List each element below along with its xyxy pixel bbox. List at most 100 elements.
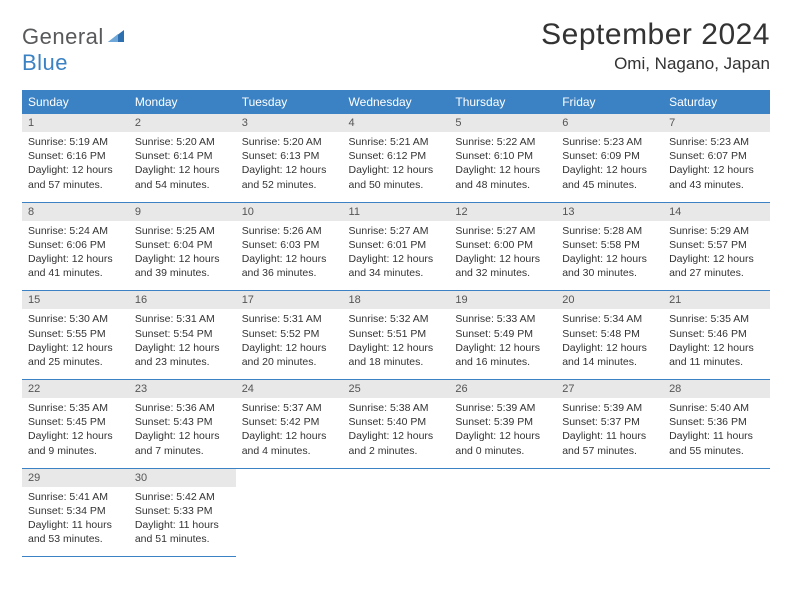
day-info: Sunrise: 5:25 AMSunset: 6:04 PMDaylight:…: [129, 221, 236, 291]
day-number: 12: [449, 202, 556, 221]
daylight: Daylight: 12 hours and 0 minutes.: [455, 429, 550, 457]
daylight: Daylight: 12 hours and 36 minutes.: [242, 252, 337, 280]
day-number: 19: [449, 291, 556, 310]
day-info: [236, 487, 343, 557]
calendar-page: General Blue September 2024 Omi, Nagano,…: [0, 0, 792, 612]
day-number: [663, 468, 770, 487]
day-number: [449, 468, 556, 487]
day-info: Sunrise: 5:22 AMSunset: 6:10 PMDaylight:…: [449, 132, 556, 202]
day-info: Sunrise: 5:20 AMSunset: 6:13 PMDaylight:…: [236, 132, 343, 202]
day-info: Sunrise: 5:21 AMSunset: 6:12 PMDaylight:…: [343, 132, 450, 202]
day-info: Sunrise: 5:31 AMSunset: 5:54 PMDaylight:…: [129, 309, 236, 379]
dayhead-mon: Monday: [129, 90, 236, 114]
day-number: 16: [129, 291, 236, 310]
daynum-row: 22232425262728: [22, 380, 770, 399]
day-number: 9: [129, 202, 236, 221]
day-info: [343, 487, 450, 557]
info-row: Sunrise: 5:24 AMSunset: 6:06 PMDaylight:…: [22, 221, 770, 291]
sunrise: Sunrise: 5:31 AM: [135, 312, 230, 326]
daylight: Daylight: 12 hours and 23 minutes.: [135, 341, 230, 369]
day-info: Sunrise: 5:27 AMSunset: 6:01 PMDaylight:…: [343, 221, 450, 291]
sunrise: Sunrise: 5:29 AM: [669, 224, 764, 238]
dayhead-sat: Saturday: [663, 90, 770, 114]
day-number: 24: [236, 380, 343, 399]
day-number: 22: [22, 380, 129, 399]
sunrise: Sunrise: 5:32 AM: [349, 312, 444, 326]
day-info: Sunrise: 5:30 AMSunset: 5:55 PMDaylight:…: [22, 309, 129, 379]
daylight: Daylight: 12 hours and 52 minutes.: [242, 163, 337, 191]
sunset: Sunset: 5:42 PM: [242, 415, 337, 429]
day-info: [556, 487, 663, 557]
sunset: Sunset: 5:51 PM: [349, 327, 444, 341]
sunrise: Sunrise: 5:31 AM: [242, 312, 337, 326]
sunset: Sunset: 5:54 PM: [135, 327, 230, 341]
sunset: Sunset: 6:07 PM: [669, 149, 764, 163]
daylight: Daylight: 11 hours and 57 minutes.: [562, 429, 657, 457]
day-info: Sunrise: 5:42 AMSunset: 5:33 PMDaylight:…: [129, 487, 236, 557]
daylight: Daylight: 12 hours and 14 minutes.: [562, 341, 657, 369]
daylight: Daylight: 12 hours and 4 minutes.: [242, 429, 337, 457]
daylight: Daylight: 12 hours and 32 minutes.: [455, 252, 550, 280]
daylight: Daylight: 11 hours and 53 minutes.: [28, 518, 123, 546]
day-number: 14: [663, 202, 770, 221]
sunrise: Sunrise: 5:22 AM: [455, 135, 550, 149]
day-info: Sunrise: 5:31 AMSunset: 5:52 PMDaylight:…: [236, 309, 343, 379]
dayhead-wed: Wednesday: [343, 90, 450, 114]
day-number: 3: [236, 114, 343, 132]
day-number: 4: [343, 114, 450, 132]
day-info: Sunrise: 5:20 AMSunset: 6:14 PMDaylight:…: [129, 132, 236, 202]
day-info: Sunrise: 5:39 AMSunset: 5:37 PMDaylight:…: [556, 398, 663, 468]
calendar-table: Sunday Monday Tuesday Wednesday Thursday…: [22, 90, 770, 557]
daynum-row: 891011121314: [22, 202, 770, 221]
day-number: 10: [236, 202, 343, 221]
sunrise: Sunrise: 5:39 AM: [562, 401, 657, 415]
sunset: Sunset: 5:36 PM: [669, 415, 764, 429]
info-row: Sunrise: 5:35 AMSunset: 5:45 PMDaylight:…: [22, 398, 770, 468]
day-info: Sunrise: 5:38 AMSunset: 5:40 PMDaylight:…: [343, 398, 450, 468]
sunset: Sunset: 6:09 PM: [562, 149, 657, 163]
sunset: Sunset: 6:13 PM: [242, 149, 337, 163]
daynum-row: 15161718192021: [22, 291, 770, 310]
sunrise: Sunrise: 5:21 AM: [349, 135, 444, 149]
sunset: Sunset: 5:40 PM: [349, 415, 444, 429]
day-number: 20: [556, 291, 663, 310]
day-info: Sunrise: 5:19 AMSunset: 6:16 PMDaylight:…: [22, 132, 129, 202]
daylight: Daylight: 12 hours and 2 minutes.: [349, 429, 444, 457]
day-number: [556, 468, 663, 487]
sunrise: Sunrise: 5:34 AM: [562, 312, 657, 326]
daylight: Daylight: 12 hours and 20 minutes.: [242, 341, 337, 369]
daylight: Daylight: 12 hours and 25 minutes.: [28, 341, 123, 369]
info-row: Sunrise: 5:19 AMSunset: 6:16 PMDaylight:…: [22, 132, 770, 202]
sunset: Sunset: 5:49 PM: [455, 327, 550, 341]
day-number: 5: [449, 114, 556, 132]
day-info: Sunrise: 5:39 AMSunset: 5:39 PMDaylight:…: [449, 398, 556, 468]
sunset: Sunset: 5:37 PM: [562, 415, 657, 429]
daylight: Daylight: 12 hours and 11 minutes.: [669, 341, 764, 369]
day-info: Sunrise: 5:34 AMSunset: 5:48 PMDaylight:…: [556, 309, 663, 379]
day-number: 6: [556, 114, 663, 132]
month-title: September 2024: [541, 18, 770, 52]
daylight: Daylight: 12 hours and 9 minutes.: [28, 429, 123, 457]
day-info: Sunrise: 5:26 AMSunset: 6:03 PMDaylight:…: [236, 221, 343, 291]
daylight: Daylight: 12 hours and 50 minutes.: [349, 163, 444, 191]
sunrise: Sunrise: 5:26 AM: [242, 224, 337, 238]
daylight: Daylight: 12 hours and 39 minutes.: [135, 252, 230, 280]
sunrise: Sunrise: 5:36 AM: [135, 401, 230, 415]
day-number: 15: [22, 291, 129, 310]
day-number: 8: [22, 202, 129, 221]
sunrise: Sunrise: 5:23 AM: [669, 135, 764, 149]
day-info: Sunrise: 5:23 AMSunset: 6:07 PMDaylight:…: [663, 132, 770, 202]
daylight: Daylight: 11 hours and 55 minutes.: [669, 429, 764, 457]
day-number: 26: [449, 380, 556, 399]
sunset: Sunset: 6:16 PM: [28, 149, 123, 163]
day-number: 21: [663, 291, 770, 310]
day-number: 30: [129, 468, 236, 487]
info-row: Sunrise: 5:30 AMSunset: 5:55 PMDaylight:…: [22, 309, 770, 379]
sunrise: Sunrise: 5:23 AM: [562, 135, 657, 149]
daylight: Daylight: 12 hours and 41 minutes.: [28, 252, 123, 280]
day-number: 13: [556, 202, 663, 221]
logo-word2: Blue: [22, 50, 68, 75]
sunrise: Sunrise: 5:24 AM: [28, 224, 123, 238]
sunset: Sunset: 5:57 PM: [669, 238, 764, 252]
day-number: 25: [343, 380, 450, 399]
